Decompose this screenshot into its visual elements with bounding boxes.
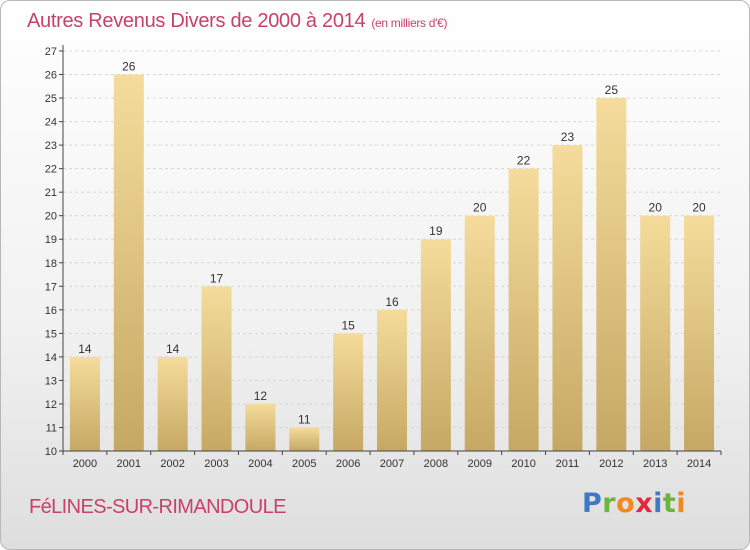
y-tick-label: 21 — [45, 187, 57, 199]
bar — [552, 145, 583, 451]
logo-letter: i — [676, 488, 687, 519]
bar — [377, 309, 407, 451]
x-tick-label: 2005 — [292, 458, 316, 470]
bar-value-label: 22 — [517, 154, 531, 168]
x-tick-label: 2012 — [599, 458, 623, 470]
logo-letter: i — [653, 488, 663, 519]
bar-value-label: 19 — [429, 224, 443, 238]
bar-value-label: 17 — [210, 271, 224, 285]
logo-letter: t — [662, 488, 677, 519]
bar — [420, 239, 451, 451]
x-tick-label: 2007 — [380, 458, 404, 470]
bar-value-label: 12 — [254, 389, 268, 403]
logo-letter: x — [635, 488, 654, 519]
bar — [596, 98, 627, 451]
bar — [69, 356, 100, 451]
y-tick-label: 15 — [45, 328, 57, 340]
y-tick-label: 12 — [45, 399, 57, 411]
x-tick-label: 2011 — [556, 458, 580, 470]
bar — [333, 333, 364, 451]
logo-letter: P — [582, 488, 603, 519]
bar — [289, 427, 320, 451]
y-tick-label: 13 — [45, 375, 57, 387]
y-tick-label: 17 — [45, 281, 57, 293]
logo-letter: r — [602, 488, 617, 519]
x-tick-label: 2004 — [248, 458, 272, 470]
y-tick-label: 22 — [45, 164, 57, 176]
y-tick-label: 26 — [45, 70, 57, 82]
y-tick-label: 23 — [45, 140, 57, 152]
x-tick-label: 2010 — [511, 458, 535, 470]
y-tick-label: 14 — [45, 352, 57, 364]
bar — [464, 215, 495, 451]
x-tick-label: 2006 — [336, 458, 360, 470]
y-tick-label: 20 — [45, 211, 57, 223]
x-tick-label: 2002 — [160, 458, 184, 470]
bar — [113, 74, 144, 451]
x-tick-label: 2008 — [424, 458, 448, 470]
y-tick-label: 27 — [45, 46, 57, 58]
bar-value-label: 23 — [561, 130, 575, 144]
y-tick-label: 11 — [46, 422, 57, 434]
y-tick-label: 18 — [45, 258, 57, 270]
commune-name: FéLINES-SUR-RIMANDOULE — [29, 496, 286, 518]
y-tick-label: 19 — [45, 234, 57, 246]
bar-value-label: 26 — [122, 60, 136, 74]
bar — [157, 356, 188, 451]
bar-value-label: 16 — [385, 295, 399, 309]
y-tick-label: 10 — [45, 446, 57, 458]
bar-value-label: 20 — [649, 201, 663, 215]
bar-value-label: 20 — [692, 201, 706, 215]
bar — [245, 403, 276, 451]
x-tick-label: 2000 — [73, 458, 97, 470]
bar-value-label: 15 — [341, 318, 355, 332]
y-tick-label: 24 — [45, 117, 57, 129]
x-tick-label: 2013 — [643, 458, 667, 470]
bar-value-label: 25 — [605, 83, 619, 97]
bar — [201, 286, 232, 451]
bar-value-label: 11 — [298, 412, 311, 426]
chart-subtitle: (en milliers d'€) — [371, 16, 448, 30]
bar — [684, 215, 715, 451]
proxiti-logo[interactable]: Proxiti — [582, 488, 686, 519]
logo-letter: o — [616, 488, 636, 519]
bar — [640, 215, 671, 451]
y-tick-label: 25 — [45, 93, 57, 105]
bar — [508, 168, 539, 451]
bar-value-label: 14 — [166, 342, 180, 356]
x-tick-label: 2014 — [687, 458, 711, 470]
x-tick-label: 2009 — [467, 458, 491, 470]
chart-title: Autres Revenus Divers de 2000 à 2014 (en … — [27, 10, 448, 33]
bar-value-label: 20 — [473, 201, 487, 215]
x-tick-label: 2003 — [204, 458, 228, 470]
chart-title-text: Autres Revenus Divers de 2000 à 2014 — [27, 10, 366, 32]
y-tick-label: 16 — [45, 305, 57, 317]
bar-value-label: 14 — [78, 342, 92, 356]
x-tick-label: 2001 — [117, 458, 141, 470]
